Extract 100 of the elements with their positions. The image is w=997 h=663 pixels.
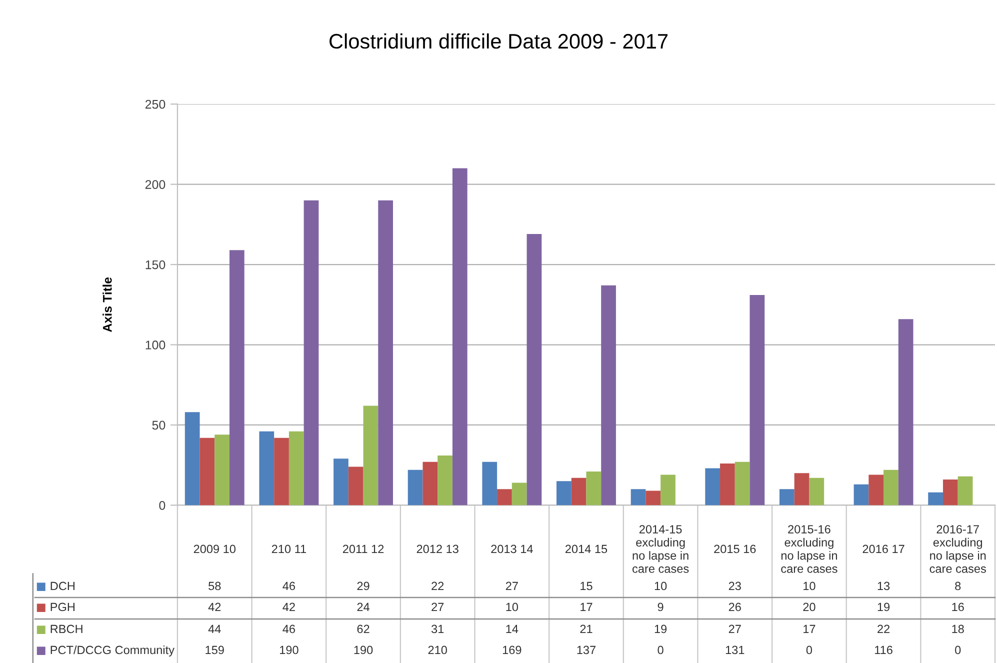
legend-label: RBCH <box>50 624 82 634</box>
data-label: 10 <box>506 602 518 612</box>
data-label: 21 <box>580 624 592 634</box>
bar <box>958 476 973 506</box>
data-label: 137 <box>577 646 596 654</box>
x-tick-label: 2015-16 excluding no lapse in care cases <box>781 525 838 573</box>
x-tick-label: 2009 10 <box>194 544 236 554</box>
bar <box>482 462 498 506</box>
bar <box>601 285 616 506</box>
data-label: 17 <box>804 624 816 634</box>
data-label: 27 <box>506 582 518 590</box>
data-label: 18 <box>952 624 964 634</box>
data-label: 190 <box>354 646 373 654</box>
bar <box>526 234 542 506</box>
data-label: 27 <box>728 624 741 634</box>
bar <box>334 458 348 506</box>
data-label: 31 <box>431 624 444 634</box>
bar <box>408 470 423 506</box>
bar <box>734 462 750 506</box>
data-label: 20 <box>803 602 816 612</box>
data-label: 210 <box>428 646 447 654</box>
bar <box>942 480 958 506</box>
x-tick-label: 2014 15 <box>565 544 608 554</box>
legend-label: PGH <box>50 602 74 612</box>
data-label: 17 <box>580 602 592 612</box>
bar <box>705 468 720 506</box>
data-label: 169 <box>502 646 522 654</box>
data-label: 44 <box>208 624 221 634</box>
y-tick-label: 250 <box>145 100 166 109</box>
data-label: 23 <box>728 582 741 590</box>
data-label: 22 <box>878 624 890 634</box>
bar <box>884 470 898 506</box>
bar <box>928 492 943 506</box>
data-label: 13 <box>878 582 890 590</box>
bar <box>630 489 646 506</box>
bar <box>571 478 586 506</box>
data-label: 26 <box>728 602 741 612</box>
x-tick-label: 2015 16 <box>714 544 756 554</box>
data-label: 42 <box>208 602 221 612</box>
data-label: 10 <box>654 582 667 590</box>
bar <box>660 474 676 506</box>
bar <box>229 250 244 506</box>
data-label: 15 <box>580 582 592 590</box>
data-label: 190 <box>280 646 298 654</box>
chart-title: Clostridium difficile Data 2009 - 2017 <box>330 33 668 49</box>
data-label: 16 <box>952 602 964 612</box>
bar <box>809 478 824 506</box>
data-label: 42 <box>282 602 295 612</box>
data-label: 62 <box>357 624 370 634</box>
x-tick-label: 2012 13 <box>416 544 458 554</box>
data-label: 0 <box>806 646 812 654</box>
data-label: 27 <box>432 602 444 612</box>
bar <box>779 489 794 506</box>
bar <box>512 482 527 506</box>
data-label: 0 <box>658 646 664 654</box>
y-tick-label: 100 <box>146 340 166 350</box>
bar <box>259 431 274 506</box>
bar <box>556 481 572 506</box>
bar <box>438 455 452 506</box>
data-label: 9 <box>658 602 664 612</box>
bar <box>720 463 735 506</box>
data-label: 29 <box>357 582 370 590</box>
data-label: 46 <box>282 582 295 590</box>
data-label: 131 <box>726 646 744 654</box>
bar <box>854 484 869 506</box>
data-label: 19 <box>654 624 667 634</box>
data-label: 159 <box>206 646 224 654</box>
x-tick-label: 2016 17 <box>862 544 904 554</box>
x-tick-label: 2013 14 <box>491 544 533 554</box>
y-tick-label: 0 <box>159 501 166 510</box>
x-tick-label: 210 11 <box>272 544 306 554</box>
bar <box>898 319 914 506</box>
y-tick-label: 50 <box>152 420 166 430</box>
bar <box>288 431 304 506</box>
bar <box>452 168 468 506</box>
bar <box>200 438 215 506</box>
legend-label: DCH <box>50 582 74 590</box>
data-label: 24 <box>357 602 370 612</box>
bar <box>184 412 200 506</box>
data-label: 19 <box>878 602 890 612</box>
data-label: 14 <box>506 624 518 634</box>
bar <box>750 295 765 506</box>
data-label: 58 <box>208 582 221 590</box>
y-tick-label: 150 <box>146 260 166 270</box>
data-label: 22 <box>432 582 444 590</box>
y-axis-title: Axis Title <box>102 277 112 332</box>
bar <box>363 406 378 506</box>
bar <box>794 473 810 506</box>
bar <box>304 200 319 506</box>
bar <box>214 434 230 506</box>
x-tick-label: 2016-17 excluding no lapse in care cases <box>930 525 986 573</box>
bar <box>586 472 602 506</box>
data-label: 8 <box>955 582 961 590</box>
bar <box>868 474 884 506</box>
y-tick-label: 200 <box>145 180 166 189</box>
bar <box>378 200 393 506</box>
legend-label: PCT/DCCG Community <box>50 645 174 657</box>
bar <box>646 490 661 506</box>
x-tick-label: 2011 12 <box>342 544 384 554</box>
bar <box>422 462 438 506</box>
